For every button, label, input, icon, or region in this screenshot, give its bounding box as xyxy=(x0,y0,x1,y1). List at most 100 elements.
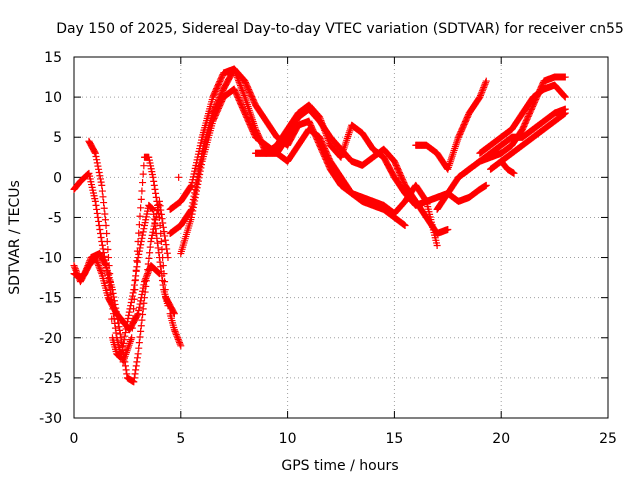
data-point xyxy=(480,83,488,91)
data-point xyxy=(154,239,162,247)
data-point xyxy=(93,209,101,217)
data-point xyxy=(101,216,109,224)
data-point xyxy=(135,303,143,311)
data-point xyxy=(118,347,126,355)
data-point xyxy=(135,307,143,315)
data-point xyxy=(140,281,148,289)
data-point xyxy=(108,286,116,294)
data-point xyxy=(96,175,104,183)
data-point xyxy=(176,339,184,347)
data-point xyxy=(137,322,145,330)
data-point xyxy=(188,210,196,218)
data-point xyxy=(150,181,158,189)
data-point xyxy=(189,207,197,215)
data-point xyxy=(151,185,159,193)
data-point xyxy=(160,228,168,236)
data-point xyxy=(124,315,132,323)
data-point xyxy=(138,316,146,324)
data-point xyxy=(191,197,199,205)
data-point xyxy=(121,329,129,337)
data-point xyxy=(321,126,329,134)
data-point xyxy=(134,350,142,358)
data-point xyxy=(318,120,326,128)
data-point xyxy=(162,241,170,249)
data-point xyxy=(236,82,244,90)
x-tick-label: 20 xyxy=(492,431,510,447)
data-point xyxy=(136,244,144,252)
data-point xyxy=(155,249,163,257)
data-point xyxy=(170,308,178,316)
data-point xyxy=(137,327,145,335)
data-point xyxy=(128,334,136,342)
data-point xyxy=(92,152,100,160)
data-point xyxy=(161,236,169,244)
data-points xyxy=(70,65,569,386)
data-point xyxy=(99,245,107,253)
data-point xyxy=(194,177,202,185)
data-point xyxy=(100,204,108,212)
data-point xyxy=(177,342,185,350)
data-point xyxy=(482,181,490,189)
data-point xyxy=(317,116,325,124)
data-point xyxy=(164,254,172,262)
data-point xyxy=(193,184,201,192)
data-point xyxy=(133,354,141,362)
data-point xyxy=(97,234,105,241)
data-point xyxy=(135,229,143,237)
data-point xyxy=(134,254,142,262)
data-point xyxy=(476,93,484,101)
data-point xyxy=(235,78,243,86)
data-point xyxy=(102,221,110,229)
data-point xyxy=(135,339,143,347)
data-point xyxy=(139,179,147,187)
x-tick-label: 15 xyxy=(385,431,403,447)
data-point xyxy=(152,193,160,201)
data-point xyxy=(191,194,199,202)
data-point xyxy=(198,161,206,169)
data-point xyxy=(482,77,490,85)
data-point xyxy=(94,162,102,170)
data-point xyxy=(561,109,569,117)
data-point xyxy=(150,210,158,218)
data-point xyxy=(99,193,107,201)
data-point xyxy=(137,241,145,249)
data-point xyxy=(125,308,133,316)
data-point xyxy=(478,88,486,96)
data-point xyxy=(318,118,326,126)
data-point xyxy=(194,180,202,188)
data-point xyxy=(133,257,141,265)
x-tick-label: 25 xyxy=(599,431,617,447)
tick-labels: 0 5 10 15 20 25 -30 -25 -20 -15 -10 -5 0 5 10 15 xyxy=(39,50,617,447)
data-point xyxy=(319,121,327,129)
data-point xyxy=(92,201,100,209)
data-point xyxy=(127,298,135,306)
data-point xyxy=(117,354,125,362)
data-point xyxy=(71,263,79,271)
data-point xyxy=(196,167,204,175)
data-point xyxy=(172,331,180,339)
data-point xyxy=(129,289,137,297)
data-point xyxy=(116,330,124,338)
data-point xyxy=(149,173,157,181)
data-point xyxy=(239,88,247,96)
data-point xyxy=(96,225,104,233)
data-point xyxy=(70,262,78,270)
data-point xyxy=(123,370,131,378)
data-point xyxy=(195,174,203,182)
data-point xyxy=(322,130,330,138)
y-tick-label: -30 xyxy=(39,411,62,427)
data-point xyxy=(157,263,165,271)
data-point xyxy=(132,366,140,374)
data-point xyxy=(126,305,134,313)
data-point xyxy=(560,92,568,100)
data-point xyxy=(115,323,123,331)
data-point xyxy=(97,178,105,186)
data-point xyxy=(561,73,569,81)
data-point xyxy=(138,290,146,298)
data-point xyxy=(155,200,163,208)
data-point xyxy=(137,294,145,302)
data-point xyxy=(136,333,144,341)
data-point xyxy=(477,90,485,98)
data-point xyxy=(129,292,137,300)
y-tick-label: 10 xyxy=(44,90,62,106)
